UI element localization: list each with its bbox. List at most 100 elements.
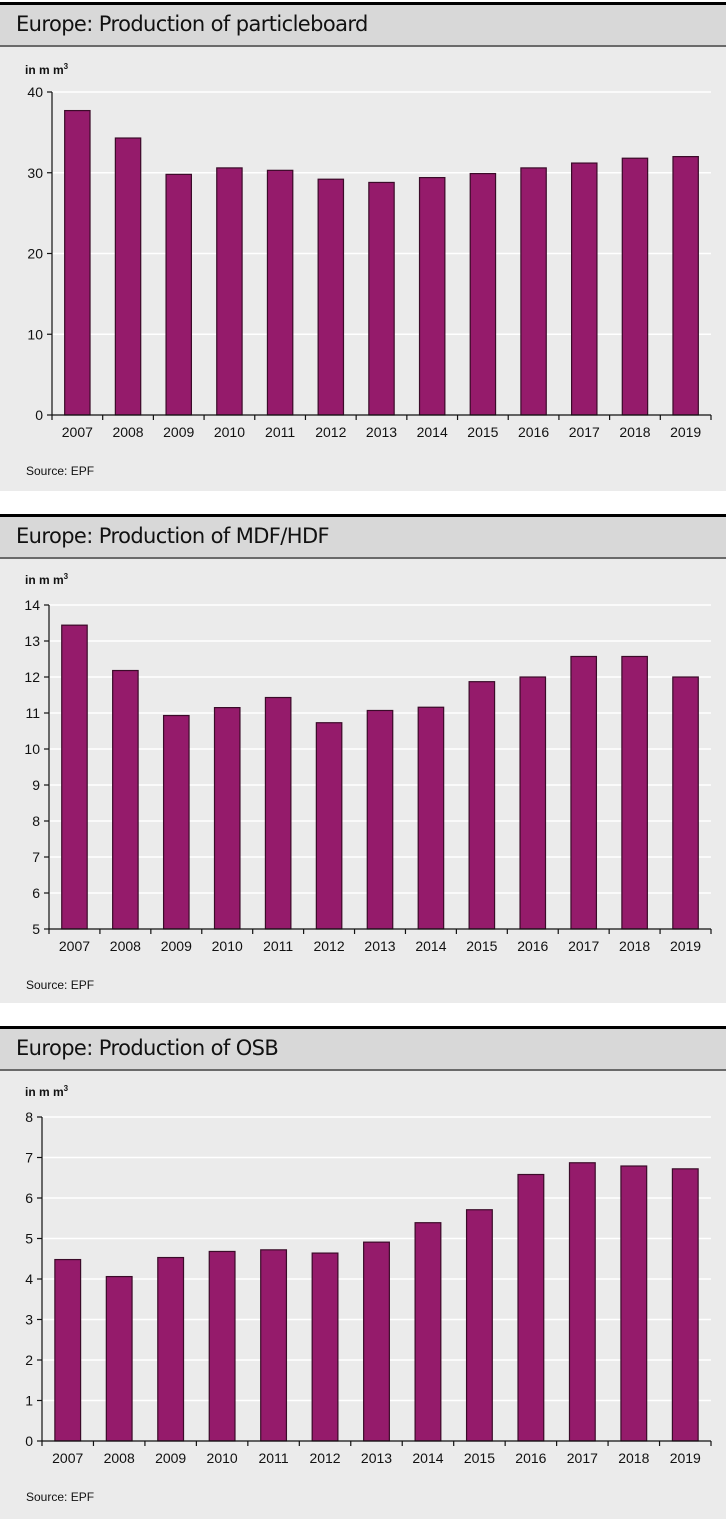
y-tick-label: 7 xyxy=(32,849,40,865)
x-tick-label: 2015 xyxy=(464,1450,495,1466)
x-tick-label: 2014 xyxy=(417,424,448,440)
y-tick-label: 8 xyxy=(25,1109,33,1125)
bar-2009 xyxy=(165,173,193,416)
x-tick-label: 2009 xyxy=(161,938,192,954)
x-tick-label: 2019 xyxy=(670,1450,701,1466)
bar-2015 xyxy=(468,681,496,930)
x-tick-label: 2010 xyxy=(207,1450,238,1466)
bar-2013 xyxy=(368,181,395,416)
bar-chart-particleboard: 0 10 20 30 40 2007 2008 2009 2010 2011 2012 2013 201… xyxy=(27,84,712,440)
bar-2010 xyxy=(208,1250,236,1442)
bar-2011 xyxy=(260,1249,288,1442)
y-tick-label: 14 xyxy=(24,597,40,613)
bar-2011 xyxy=(266,169,294,416)
x-tick-label: 2010 xyxy=(214,424,245,440)
bar-2012 xyxy=(317,178,345,416)
chart-title: Europe: Production of OSB xyxy=(16,1036,279,1060)
bars xyxy=(54,1162,699,1442)
y-tick-label: 1 xyxy=(25,1393,33,1409)
panel-title-bar: Europe: Production of OSB xyxy=(0,1026,726,1071)
x-tick-labels: 2007 2008 2009 2010 2011 2012 2013 2014 2015 2016… xyxy=(48,929,712,954)
y-tick-label: 10 xyxy=(24,741,40,757)
x-tick-label: 2012 xyxy=(315,424,346,440)
x-tick-labels: 2007 2008 2009 2010 2011 2012 2013 2014 2015 2016… xyxy=(41,1441,712,1466)
bar-2008 xyxy=(105,1275,133,1442)
y-tick-label: 0 xyxy=(25,1433,33,1449)
x-tick-label: 2015 xyxy=(466,938,497,954)
y-tick-label: 9 xyxy=(32,777,40,793)
bar-2013 xyxy=(366,709,394,930)
panel-title-bar: Europe: Production of MDF/HDF xyxy=(0,514,726,559)
y-tick-label: 12 xyxy=(24,669,40,685)
source-note: Source: EPF xyxy=(26,1490,95,1504)
bar-2007 xyxy=(54,1258,82,1442)
x-tick-label: 2016 xyxy=(515,1450,546,1466)
chart-title: Europe: Production of MDF/HDF xyxy=(16,524,330,548)
bar-2017 xyxy=(570,655,598,930)
x-tick-label: 2013 xyxy=(361,1450,392,1466)
bars xyxy=(61,624,699,930)
x-tick-label: 2016 xyxy=(518,424,549,440)
bar-2017 xyxy=(570,162,598,416)
bar-2008 xyxy=(112,669,139,930)
y-tick-label: 40 xyxy=(27,84,43,100)
chart-panel-particleboard: Europe: Production of particleboard in m… xyxy=(0,2,726,491)
x-tick-label: 2009 xyxy=(163,424,194,440)
y-tick-label: 2 xyxy=(25,1352,33,1368)
y-tick-label: 6 xyxy=(32,885,40,901)
x-tick-label: 2007 xyxy=(62,424,93,440)
bar-2011 xyxy=(264,696,292,930)
x-tick-label: 2016 xyxy=(517,938,548,954)
bar-2019 xyxy=(672,676,699,930)
x-tick-label: 2008 xyxy=(112,424,143,440)
y-axis-unit-label: in m m3 xyxy=(25,1084,69,1099)
y-tick-label: 20 xyxy=(27,246,43,262)
bar-2016 xyxy=(517,1173,545,1442)
bar-2018 xyxy=(621,655,648,930)
bar-chart-osb: 0 1 2 3 4 5 6 7 8 2007 2008 2009 2010 2011 2012 2013 201… xyxy=(25,1109,712,1466)
x-tick-label: 2010 xyxy=(212,938,243,954)
y-tick-label: 6 xyxy=(25,1190,33,1206)
bar-2014 xyxy=(414,1222,442,1442)
chart-title: Europe: Production of particleboard xyxy=(16,12,368,36)
x-tick-label: 2011 xyxy=(263,938,293,954)
chart-panel-osb: Europe: Production of OSB in m m3 0 1 2 3 4 5… xyxy=(0,1026,726,1519)
x-tick-label: 2019 xyxy=(670,424,701,440)
bar-2018 xyxy=(621,157,649,416)
x-tick-label: 2019 xyxy=(670,938,701,954)
bar-2019 xyxy=(672,156,699,416)
chart-panel-mdf-hdf: Europe: Production of MDF/HDF in m m3 5 6… xyxy=(0,514,726,1003)
bar-2016 xyxy=(519,676,547,930)
x-tick-label: 2009 xyxy=(155,1450,186,1466)
source-note: Source: EPF xyxy=(26,978,95,992)
bar-2009 xyxy=(162,714,190,930)
x-tick-label: 2014 xyxy=(412,1450,443,1466)
y-tick-label: 5 xyxy=(25,1231,33,1247)
y-tick-label: 8 xyxy=(32,813,40,829)
bar-2019 xyxy=(671,1168,699,1442)
bar-2015 xyxy=(469,172,497,416)
bar-2015 xyxy=(465,1209,493,1442)
bar-2010 xyxy=(213,707,241,930)
y-tick-label: 13 xyxy=(24,633,40,649)
panel-title-bar: Europe: Production of particleboard xyxy=(0,2,726,47)
bar-2010 xyxy=(216,167,243,416)
x-tick-label: 2008 xyxy=(104,1450,135,1466)
bar-2014 xyxy=(418,176,446,416)
bar-2014 xyxy=(417,706,445,930)
bar-2007 xyxy=(61,624,88,930)
bar-2012 xyxy=(315,722,343,930)
x-tick-label: 2007 xyxy=(59,938,90,954)
x-tick-label: 2017 xyxy=(568,938,599,954)
y-tick-label: 5 xyxy=(32,921,40,937)
bar-2017 xyxy=(568,1162,596,1442)
x-tick-label: 2012 xyxy=(313,938,344,954)
y-axis-unit-label: in m m3 xyxy=(25,572,69,587)
y-tick-label: 0 xyxy=(35,407,43,423)
y-axis-unit-label: in m m3 xyxy=(25,62,69,77)
bar-2009 xyxy=(157,1256,185,1442)
bar-2013 xyxy=(363,1241,390,1442)
x-tick-label: 2011 xyxy=(259,1450,289,1466)
y-tick-label: 4 xyxy=(25,1271,33,1287)
